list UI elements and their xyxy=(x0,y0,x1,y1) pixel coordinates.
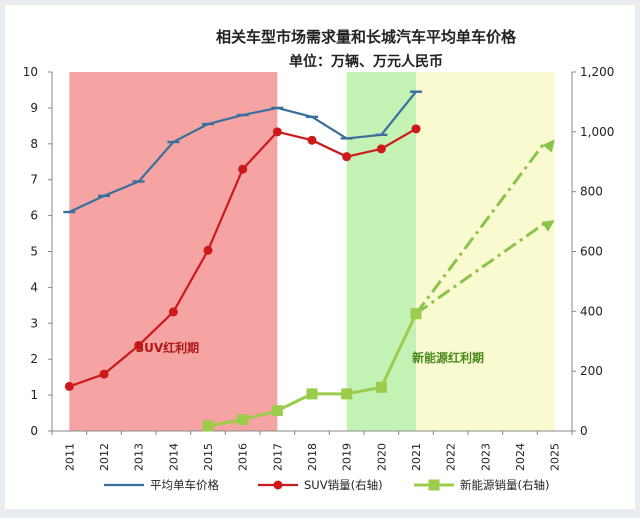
series-marker-2 xyxy=(341,388,353,400)
series-marker-1 xyxy=(134,340,144,350)
left-tick-label: 4 xyxy=(30,280,38,294)
series-marker-1 xyxy=(376,144,386,154)
right-tick-label: 800 xyxy=(580,185,603,199)
series-marker-1 xyxy=(307,135,317,145)
series-marker-2 xyxy=(410,308,422,320)
left-tick-label: 2 xyxy=(30,352,38,366)
band-label-suv: SUV红利期 xyxy=(135,340,199,355)
x-tick-label: 2014 xyxy=(167,443,180,471)
series-marker-1 xyxy=(411,124,421,134)
legend-swatch-marker-1 xyxy=(273,480,283,490)
projection-line-0 xyxy=(414,141,546,315)
series-marker-2 xyxy=(202,420,214,432)
right-tick-label: 1,000 xyxy=(580,125,614,139)
legend-label-2: 新能源销量(右轴) xyxy=(460,478,549,492)
projection-arrowhead-0 xyxy=(542,139,555,153)
left-tick-label: 0 xyxy=(30,424,38,438)
series-marker-2 xyxy=(237,414,249,426)
period-band-1 xyxy=(346,72,416,431)
x-tick-label: 2011 xyxy=(63,443,76,471)
right-tick-label: 400 xyxy=(580,304,603,318)
right-tick-label: 0 xyxy=(580,424,588,438)
chart-subtitle: 单位：万辆、万元人民币 xyxy=(289,53,443,70)
right-tick-label: 200 xyxy=(580,364,603,378)
right-axis-ticks: 0 200 400 600 800 1,000 1,200 xyxy=(572,65,614,438)
x-tick-label: 2018 xyxy=(306,443,319,471)
legend: 平均单车价格 SUV销量(右轴) 新能源销量(右轴) xyxy=(104,478,549,492)
x-axis-ticks: 2011 2012 2013 2014 2015 2016 2017 2018 2019 2020… xyxy=(51,431,573,471)
left-tick-label: 10 xyxy=(23,65,38,79)
series-marker-1 xyxy=(64,381,74,391)
x-tick-label: 2019 xyxy=(341,443,354,471)
series-marker-1 xyxy=(168,307,178,317)
series-marker-1 xyxy=(238,164,248,174)
x-tick-label: 2015 xyxy=(202,443,215,471)
x-tick-label: 2025 xyxy=(549,443,562,471)
x-tick-label: 2013 xyxy=(133,443,146,471)
series-marker-2 xyxy=(306,388,318,400)
period-band-0 xyxy=(69,72,278,431)
legend-label-0: 平均单车价格 xyxy=(150,478,219,492)
series-marker-1 xyxy=(272,127,282,137)
x-tick-label: 2021 xyxy=(410,443,423,471)
series-marker-1 xyxy=(203,245,213,255)
right-tick-label: 1,200 xyxy=(580,65,614,79)
x-tick-label: 2017 xyxy=(271,443,284,471)
series-marker-2 xyxy=(271,405,283,417)
left-tick-label: 9 xyxy=(30,101,38,115)
period-band-2 xyxy=(416,72,555,431)
x-tick-label: 2020 xyxy=(375,443,388,471)
left-tick-label: 6 xyxy=(30,209,38,223)
left-tick-label: 8 xyxy=(30,137,38,151)
left-tick-label: 1 xyxy=(30,388,38,402)
projection-arrowhead-1 xyxy=(541,220,555,232)
x-tick-label: 2016 xyxy=(237,443,250,471)
left-tick-label: 7 xyxy=(30,173,38,187)
left-tick-label: 3 xyxy=(30,316,38,330)
series-marker-1 xyxy=(342,152,352,162)
x-tick-label: 2022 xyxy=(445,443,458,471)
x-tick-label: 2012 xyxy=(98,443,111,471)
chart-title: 相关车型市场需求量和长城汽车平均单车价格 xyxy=(216,28,517,46)
legend-swatch-marker-2 xyxy=(428,479,440,491)
x-tick-label: 2023 xyxy=(479,443,492,471)
legend-label-1: SUV销量(右轴) xyxy=(304,478,383,492)
right-tick-label: 600 xyxy=(580,245,603,259)
series-marker-1 xyxy=(99,369,109,379)
series-markers xyxy=(63,90,422,432)
x-tick-label: 2024 xyxy=(514,443,527,471)
left-tick-label: 5 xyxy=(30,245,38,259)
series-marker-2 xyxy=(375,381,387,393)
band-label-nev: 新能源红利期 xyxy=(412,350,484,365)
left-axis-ticks: 0 1 2 3 4 5 6 7 8 9 10 xyxy=(23,65,52,438)
